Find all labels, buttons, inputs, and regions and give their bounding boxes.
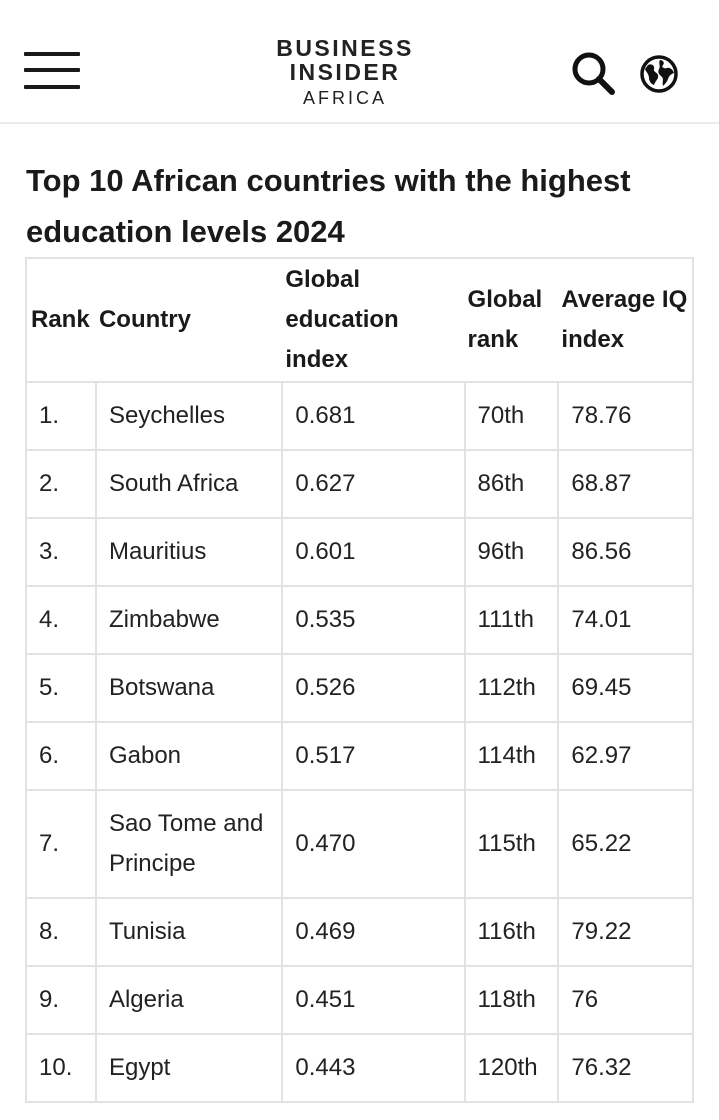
cell-rank: 5.	[25, 653, 97, 723]
cell-rank: 7.	[25, 789, 97, 899]
column-header-iq-index: Average IQ index	[558, 257, 694, 383]
cell-iq-index: 74.01	[557, 585, 694, 655]
cell-education-index: 0.517	[281, 721, 466, 791]
cell-country: Botswana	[94, 653, 284, 723]
cell-global-rank: 96th	[463, 517, 560, 587]
cell-global-rank: 111th	[463, 585, 560, 655]
table-row: 8. Tunisia 0.469 116th 79.22	[25, 897, 694, 967]
table-body: 1. Seychelles 0.681 70th 78.76 2. South Africa…	[25, 381, 694, 1103]
globe-icon[interactable]	[638, 54, 680, 94]
cell-country: Gabon	[94, 721, 284, 791]
cell-country: Tunisia	[94, 897, 284, 967]
cell-education-index: 0.451	[281, 965, 466, 1035]
cell-country: Sao Tome and Principe	[94, 789, 284, 899]
cell-iq-index: 86.56	[557, 517, 694, 587]
cell-rank: 8.	[25, 897, 97, 967]
cell-country: Egypt	[94, 1033, 284, 1103]
table-row: 2. South Africa 0.627 86th 68.87	[25, 449, 694, 519]
table-row: 9. Algeria 0.451 118th 76	[25, 965, 694, 1035]
cell-rank: 3.	[25, 517, 97, 587]
cell-iq-index: 65.22	[557, 789, 694, 899]
cell-iq-index: 68.87	[557, 449, 694, 519]
logo-line-africa: AFRICA	[302, 88, 387, 108]
cell-rank: 4.	[25, 585, 97, 655]
cell-global-rank: 120th	[463, 1033, 560, 1103]
table-row: 4. Zimbabwe 0.535 111th 74.01	[25, 585, 694, 655]
education-ranking-table: Rank Country Global education index Glob…	[25, 257, 694, 1103]
column-header-education-index: Global education index	[282, 257, 465, 383]
table-row: 1. Seychelles 0.681 70th 78.76	[25, 381, 694, 451]
cell-country: Algeria	[94, 965, 284, 1035]
cell-global-rank: 70th	[463, 381, 560, 451]
column-header-country: Country	[95, 257, 283, 383]
cell-country: Zimbabwe	[94, 585, 284, 655]
cell-global-rank: 112th	[463, 653, 560, 723]
cell-education-index: 0.469	[281, 897, 466, 967]
cell-country: Mauritius	[94, 517, 284, 587]
table-row: 7. Sao Tome and Principe 0.470 115th 65.22	[25, 789, 694, 899]
cell-global-rank: 114th	[463, 721, 560, 791]
cell-education-index: 0.535	[281, 585, 466, 655]
column-header-global-rank: Global rank	[464, 257, 559, 383]
cell-global-rank: 115th	[463, 789, 560, 899]
cell-education-index: 0.443	[281, 1033, 466, 1103]
cell-global-rank: 86th	[463, 449, 560, 519]
logo-line-insider: INSIDER	[289, 59, 401, 85]
cell-iq-index: 79.22	[557, 897, 694, 967]
cell-country: Seychelles	[94, 381, 284, 451]
cell-education-index: 0.627	[281, 449, 466, 519]
cell-rank: 10.	[25, 1033, 97, 1103]
cell-rank: 1.	[25, 381, 97, 451]
site-header: BUSINESS INSIDER AFRICA	[0, 0, 719, 124]
cell-iq-index: 76	[557, 965, 694, 1035]
hamburger-menu-icon[interactable]	[24, 52, 82, 92]
cell-rank: 6.	[25, 721, 97, 791]
table-row: 3. Mauritius 0.601 96th 86.56	[25, 517, 694, 587]
cell-global-rank: 116th	[463, 897, 560, 967]
cell-iq-index: 62.97	[557, 721, 694, 791]
search-icon[interactable]	[570, 50, 618, 96]
cell-country: South Africa	[94, 449, 284, 519]
cell-education-index: 0.470	[281, 789, 466, 899]
table-row: 10. Egypt 0.443 120th 76.32	[25, 1033, 694, 1103]
column-header-rank: Rank	[25, 257, 96, 383]
site-logo[interactable]: BUSINESS INSIDER AFRICA	[240, 36, 450, 110]
cell-iq-index: 76.32	[557, 1033, 694, 1103]
logo-line-business: BUSINESS	[276, 35, 414, 61]
table-row: 5. Botswana 0.526 112th 69.45	[25, 653, 694, 723]
cell-rank: 2.	[25, 449, 97, 519]
cell-education-index: 0.526	[281, 653, 466, 723]
cell-education-index: 0.601	[281, 517, 466, 587]
cell-iq-index: 69.45	[557, 653, 694, 723]
cell-education-index: 0.681	[281, 381, 466, 451]
article-title: Top 10 African countries with the highes…	[26, 163, 631, 249]
table-header-row: Rank Country Global education index Glob…	[25, 257, 694, 383]
cell-rank: 9.	[25, 965, 97, 1035]
table-row: 6. Gabon 0.517 114th 62.97	[25, 721, 694, 791]
cell-iq-index: 78.76	[557, 381, 694, 451]
cell-global-rank: 118th	[463, 965, 560, 1035]
